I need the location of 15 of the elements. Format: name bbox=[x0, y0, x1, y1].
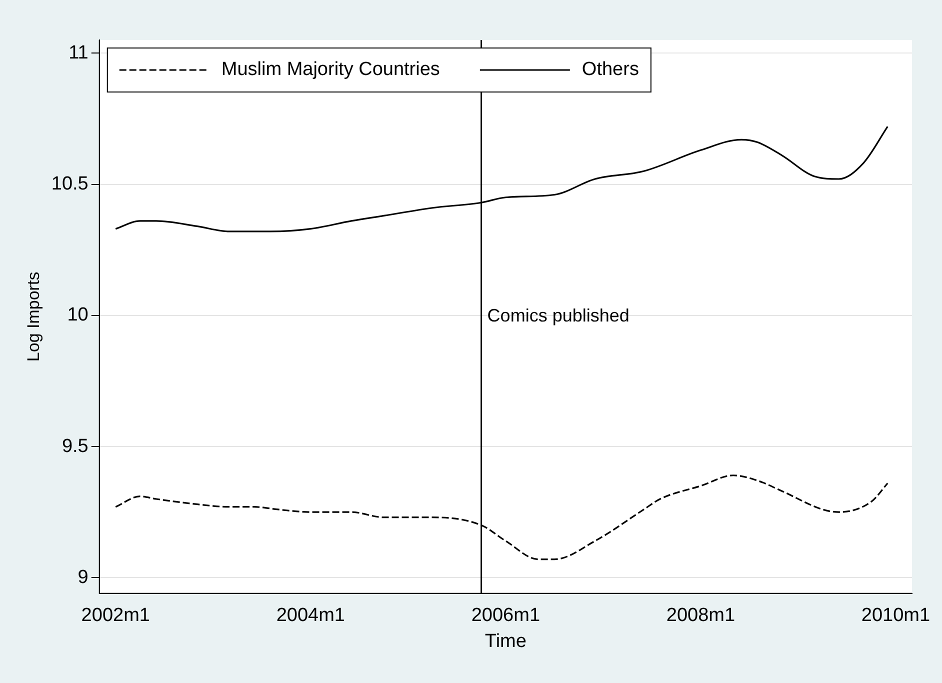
y-tick-label: 11 bbox=[68, 42, 88, 64]
y-tick-label: 10.5 bbox=[51, 173, 88, 194]
y-axis-title: Log Imports bbox=[24, 272, 43, 362]
x-tick-label: 2002m1 bbox=[81, 605, 150, 626]
y-tick-label: 9 bbox=[78, 566, 88, 588]
x-tick-label: 2006m1 bbox=[471, 605, 540, 626]
x-tick-label: 2008m1 bbox=[666, 605, 736, 626]
y-tick-label: 9.5 bbox=[62, 436, 88, 457]
x-axis-title: Time bbox=[484, 630, 526, 652]
ref-line-label: Comics published bbox=[487, 306, 630, 326]
legend-label: Others bbox=[582, 59, 639, 80]
legend-label: Muslim Majority Countries bbox=[221, 59, 440, 80]
x-tick-label: 2010m1 bbox=[861, 605, 930, 626]
x-tick-label: 2004m1 bbox=[276, 605, 345, 626]
y-tick-label: 10 bbox=[67, 304, 88, 326]
